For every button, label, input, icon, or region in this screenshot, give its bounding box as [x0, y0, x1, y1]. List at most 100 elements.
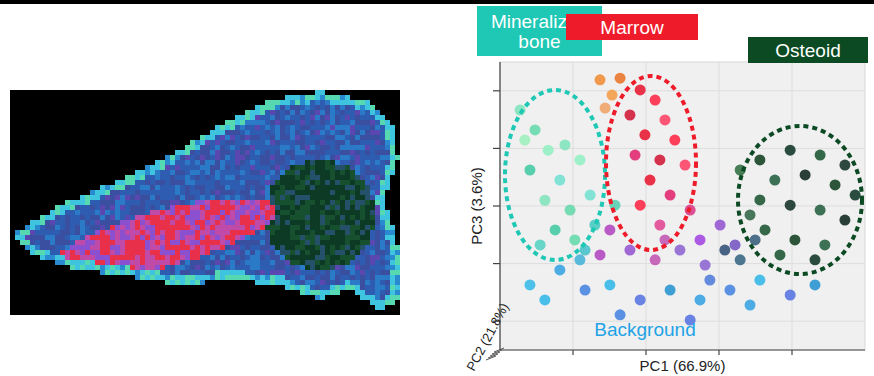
image-pixel [185, 225, 190, 230]
image-pixel [115, 250, 120, 255]
image-pixel [325, 235, 330, 240]
image-pixel [130, 265, 135, 270]
image-pixel [130, 205, 135, 210]
image-pixel [70, 240, 75, 245]
image-pixel [240, 170, 245, 175]
image-pixel [175, 265, 180, 270]
image-pixel [180, 180, 185, 185]
image-pixel [195, 240, 200, 245]
image-pixel [340, 150, 345, 155]
image-pixel [255, 245, 260, 250]
image-pixel [300, 165, 305, 170]
image-pixel [270, 115, 275, 120]
image-pixel [230, 185, 235, 190]
image-pixel [280, 240, 285, 245]
image-pixel [330, 275, 335, 280]
image-pixel [40, 250, 45, 255]
image-pixel [265, 130, 270, 135]
image-pixel [340, 185, 345, 190]
image-pixel [210, 160, 215, 165]
image-pixel [285, 110, 290, 115]
image-pixel [325, 120, 330, 125]
image-pixel [220, 210, 225, 215]
image-pixel [360, 235, 365, 240]
image-pixel [350, 175, 355, 180]
image-pixel [340, 245, 345, 250]
image-pixel [310, 110, 315, 115]
image-pixel [165, 235, 170, 240]
image-pixel [240, 155, 245, 160]
image-pixel [230, 180, 235, 185]
image-pixel [225, 200, 230, 205]
image-pixel [290, 180, 295, 185]
image-pixel [125, 200, 130, 205]
image-pixel [255, 120, 260, 125]
image-pixel [320, 220, 325, 225]
image-pixel [345, 110, 350, 115]
image-pixel [375, 130, 380, 135]
image-pixel [280, 140, 285, 145]
image-pixel [250, 230, 255, 235]
image-pixel [270, 120, 275, 125]
image-pixel [320, 200, 325, 205]
image-pixel [340, 230, 345, 235]
image-pixel [265, 240, 270, 245]
image-pixel [160, 175, 165, 180]
image-pixel [240, 265, 245, 270]
image-pixel [55, 255, 60, 260]
image-pixel [355, 205, 360, 210]
image-pixel [280, 180, 285, 185]
image-pixel [290, 110, 295, 115]
image-pixel [175, 205, 180, 210]
image-pixel [195, 195, 200, 200]
image-pixel [360, 265, 365, 270]
image-pixel [110, 265, 115, 270]
image-pixel [300, 150, 305, 155]
image-pixel [215, 275, 220, 280]
image-pixel [365, 105, 370, 110]
image-pixel [355, 215, 360, 220]
image-pixel [140, 220, 145, 225]
image-pixel [220, 275, 225, 280]
image-pixel [245, 145, 250, 150]
image-pixel [145, 190, 150, 195]
image-pixel [175, 270, 180, 275]
image-pixel [270, 145, 275, 150]
image-pixel [220, 245, 225, 250]
image-pixel [280, 265, 285, 270]
image-pixel [335, 160, 340, 165]
image-pixel [340, 190, 345, 195]
image-pixel [55, 220, 60, 225]
image-pixel [285, 125, 290, 130]
image-pixel [245, 180, 250, 185]
image-pixel [370, 245, 375, 250]
image-pixel [75, 210, 80, 215]
image-pixel [335, 215, 340, 220]
image-pixel [345, 205, 350, 210]
image-pixel [285, 105, 290, 110]
image-pixel [255, 265, 260, 270]
image-pixel [255, 195, 260, 200]
image-pixel [150, 220, 155, 225]
image-pixel [330, 110, 335, 115]
image-pixel [255, 110, 260, 115]
image-pixel [350, 135, 355, 140]
image-pixel [80, 240, 85, 245]
image-pixel [310, 235, 315, 240]
image-pixel [160, 275, 165, 280]
image-pixel [180, 245, 185, 250]
image-pixel [245, 150, 250, 155]
image-pixel [220, 235, 225, 240]
image-pixel [140, 205, 145, 210]
image-pixel [295, 250, 300, 255]
image-pixel [360, 270, 365, 275]
image-pixel [135, 195, 140, 200]
image-pixel [235, 180, 240, 185]
image-pixel [370, 265, 375, 270]
image-pixel [145, 245, 150, 250]
image-pixel [380, 255, 385, 260]
image-pixel [175, 150, 180, 155]
image-pixel [140, 190, 145, 195]
image-pixel [105, 260, 110, 265]
image-pixel [85, 220, 90, 225]
